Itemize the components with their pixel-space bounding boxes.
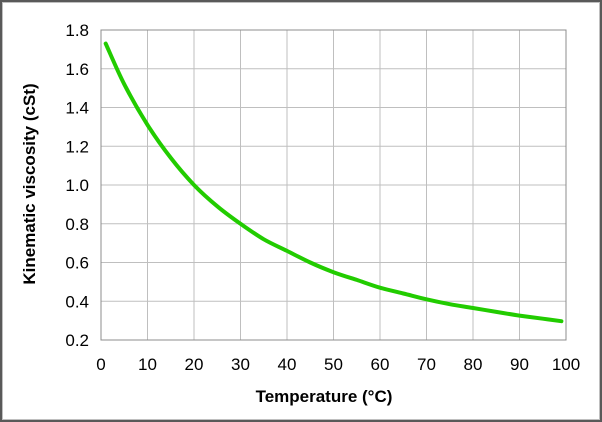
- x-tick-label: 0: [96, 355, 105, 374]
- x-tick-label: 30: [231, 355, 250, 374]
- y-tick-label: 0.6: [65, 254, 89, 273]
- y-tick-label: 1.4: [65, 99, 89, 118]
- x-axis-title: Temperature (°C): [256, 387, 393, 406]
- x-tick-label: 80: [464, 355, 483, 374]
- x-tick-label: 10: [138, 355, 157, 374]
- gridlines: [100, 29, 567, 341]
- x-tick-label: 70: [417, 355, 436, 374]
- x-tick-label: 60: [371, 355, 390, 374]
- x-tick-labels: 0 10 20 30 40 50 60 70 80 90 100: [96, 355, 580, 374]
- y-tick-label: 0.2: [65, 331, 89, 350]
- y-tick-label: 1.6: [65, 60, 89, 79]
- x-tick-label: 20: [185, 355, 204, 374]
- y-tick-label: 0.8: [65, 215, 89, 234]
- viscosity-line: [103, 41, 564, 324]
- y-axis-title: Kinematic viscosity (cSt): [20, 83, 39, 284]
- plot-border: [100, 29, 567, 341]
- y-tick-labels: 0.2 0.4 0.6 0.8 1.0 1.2 1.4 1.6 1.8: [65, 21, 89, 350]
- y-tick-label: 1.0: [65, 176, 89, 195]
- x-tick-label: 100: [552, 355, 580, 374]
- x-tick-label: 40: [278, 355, 297, 374]
- x-tick-label: 50: [324, 355, 343, 374]
- y-tick-label: 1.2: [65, 137, 89, 156]
- y-tick-label: 0.4: [65, 292, 89, 311]
- y-tick-label: 1.8: [65, 21, 89, 40]
- x-tick-label: 90: [510, 355, 529, 374]
